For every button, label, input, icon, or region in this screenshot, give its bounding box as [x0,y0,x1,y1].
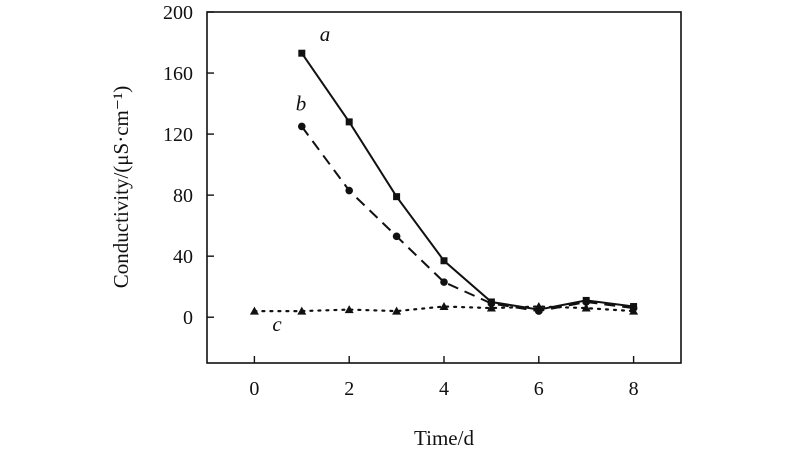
data-point-c [486,303,496,312]
series-markers [249,49,639,315]
x-axis-title: Time/d [414,426,474,450]
y-tick-label: 40 [173,246,193,268]
data-point-a [298,49,306,57]
series-label-b: b [296,91,307,115]
data-point-b [582,298,590,306]
x-tick-label: 8 [629,378,639,400]
y-tick-label: 160 [163,63,193,85]
data-point-c [439,302,449,311]
data-point-a [393,193,401,201]
axis-ticks [207,11,635,363]
x-tick-label: 4 [439,378,449,400]
data-point-c [581,303,591,312]
data-point-b [487,299,496,308]
data-point-b [298,122,306,131]
y-tick-label: 80 [173,185,193,207]
y-tick-label: 200 [163,2,193,24]
data-point-b [392,232,401,241]
series-line-a [300,52,634,311]
x-tick-label: 0 [249,378,259,400]
series-lines [253,52,635,313]
data-point-a [440,257,448,265]
data-point-c [249,306,259,315]
series-line-b [300,125,634,313]
data-point-c [629,306,639,315]
x-tick-label: 6 [534,378,544,400]
y-tick-label: 120 [163,124,193,146]
data-point-b [345,186,354,195]
series-line-c [253,305,635,313]
data-point-c [344,305,354,314]
data-point-c [534,302,544,311]
data-point-a [345,118,353,126]
data-point-c [297,306,307,315]
series-label-c: c [272,312,282,336]
series-labels: a b c [272,22,330,336]
x-tick-label: 2 [344,378,354,400]
series-label-a: a [320,22,331,46]
y-tick-label: 0 [183,307,193,329]
data-point-c [392,306,402,315]
y-axis-title: Conductivity/(μS·cm⁻¹) [109,86,133,288]
data-point-b [440,278,448,286]
